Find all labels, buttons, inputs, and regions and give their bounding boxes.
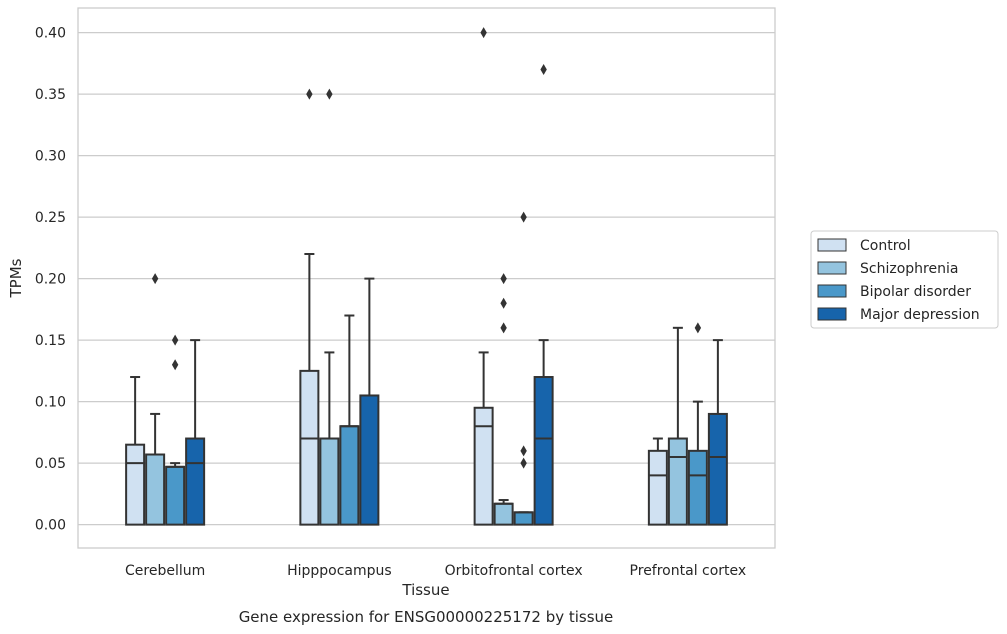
box-2-2	[513, 211, 534, 526]
y-tick-label: 0.00	[35, 518, 66, 534]
chart-caption: Gene expression for ENSG00000225172 by t…	[239, 608, 614, 626]
box-2-1	[493, 273, 514, 526]
legend-label: Control	[860, 238, 911, 254]
x-tick-labels: Cerebellum Hipppocampus Orbitofrontal cort…	[125, 563, 746, 579]
box-rect	[319, 437, 340, 526]
outlier-point	[520, 457, 527, 469]
y-axis-title: TPMs	[7, 258, 25, 298]
box-rect	[493, 502, 514, 526]
outlier-point	[500, 322, 507, 334]
outlier-point	[520, 211, 527, 223]
box-0-2	[165, 334, 186, 526]
outlier-point	[500, 273, 507, 285]
legend-label: Bipolar disorder	[860, 284, 971, 300]
y-tick-label: 0.20	[35, 272, 66, 288]
box-3-3	[707, 339, 728, 526]
legend-swatch	[817, 261, 847, 275]
y-tick-label: 0.05	[35, 456, 66, 472]
outlier-point	[171, 334, 179, 346]
box-rect	[359, 394, 380, 526]
box-rect	[533, 376, 554, 526]
box-3-2	[687, 322, 708, 526]
y-tick-label: 0.25	[35, 210, 66, 226]
box-rect	[185, 437, 206, 526]
box-rect	[473, 406, 494, 526]
y-tick-labels: 0.00 0.05 0.10 0.15 0.20 0.25 0.30 0.35 0.40	[35, 26, 66, 534]
legend-label: Major depression	[860, 307, 980, 323]
box-1-3	[359, 277, 380, 526]
box-rect	[687, 449, 708, 526]
legend-label: Schizophrenia	[860, 261, 958, 277]
box-0-1	[145, 273, 166, 526]
box-1-1	[319, 88, 340, 526]
x-tick-label: Cerebellum	[125, 563, 205, 579]
outlier-point	[306, 88, 313, 100]
x-tick-label: Hipppocampus	[287, 563, 392, 579]
outlier-point	[540, 64, 547, 76]
box-rect	[165, 465, 186, 526]
box-groups	[125, 27, 728, 526]
box-rect	[647, 449, 668, 526]
x-axis-title: Tissue	[401, 581, 449, 599]
legend-swatch	[817, 307, 847, 321]
x-tick-label: Orbitofrontal cortex	[445, 563, 583, 579]
box-0-0	[125, 376, 146, 526]
outlier-point	[500, 297, 507, 309]
box-rect	[125, 443, 146, 526]
box-1-2	[339, 314, 360, 526]
box-rect	[339, 425, 360, 526]
box-rect	[707, 412, 728, 526]
y-tick-label: 0.10	[35, 395, 66, 411]
outlier-point	[171, 359, 179, 371]
box-2-3	[533, 64, 554, 526]
outlier-point	[326, 88, 333, 100]
outlier-point	[520, 445, 527, 457]
box-2-0	[473, 27, 494, 526]
box-3-1	[667, 326, 688, 526]
outlier-point	[480, 27, 487, 39]
outlier-point	[151, 273, 159, 285]
box-1-0	[299, 88, 320, 526]
outlier-point	[694, 322, 702, 334]
y-tick-label: 0.30	[35, 149, 66, 165]
y-tick-label: 0.35	[35, 87, 66, 103]
y-tick-label: 0.15	[35, 333, 66, 349]
x-tick-label: Prefrontal cortex	[630, 563, 747, 579]
box-rect	[299, 369, 320, 526]
y-tick-label: 0.40	[35, 26, 66, 42]
legend-swatch	[817, 284, 847, 298]
legend-swatch	[817, 238, 847, 252]
box-rect	[667, 437, 688, 526]
legend: Control Schizophrenia Bipolar disorder Majo…	[810, 230, 999, 329]
box-rect	[145, 453, 166, 526]
box-0-3	[185, 339, 206, 526]
plot-frame	[77, 7, 776, 549]
box-3-0	[647, 437, 668, 526]
box-rect	[513, 511, 534, 526]
legend-frame	[810, 230, 999, 329]
